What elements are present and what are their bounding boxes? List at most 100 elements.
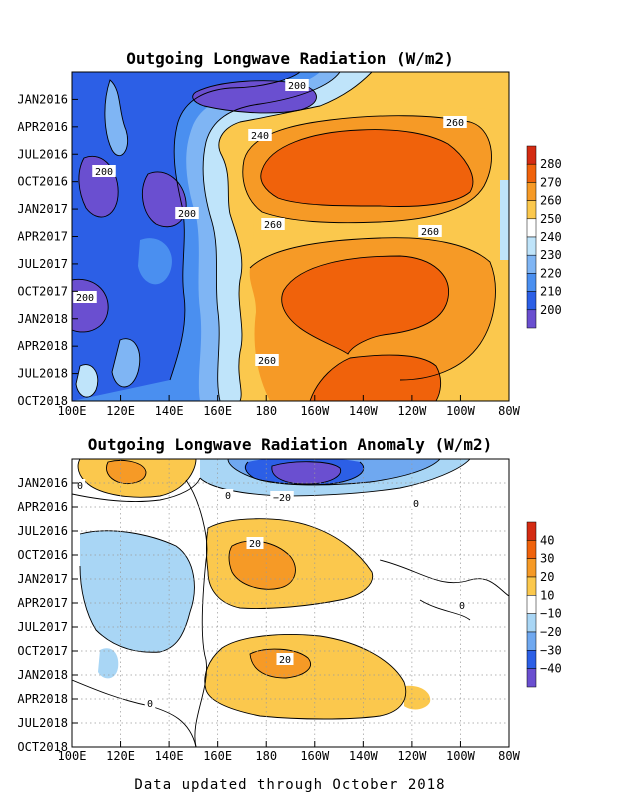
bottom-axis-ticks: 100E 120E 140E 160E 180 160W 140W 120W 100W 80W JA… [17,476,520,763]
colorbar-swatch [526,613,537,633]
colorbar-label: 200 [540,303,562,317]
contour-label: 20 [249,539,261,550]
contour-label-bg [175,207,199,219]
x-tick-label: 120E [106,749,135,763]
colorbar-label: 270 [540,175,562,189]
contour-label: 0 [147,699,153,710]
colorbar-swatch [526,273,537,292]
data-updated-footer: Data updated through October 2018 [134,777,445,793]
x-tick-label: 180 [255,404,277,418]
y-tick-label: OCT2017 [17,644,68,658]
contour-label-bg [222,489,234,501]
colorbar-swatch [526,521,537,541]
y-tick-label: JUL2018 [17,367,68,381]
top-contour-labels: 200 240 260 200 200 260 260 200 260 [73,79,467,367]
colorbar-label: 40 [540,533,554,547]
contour-label-bg [443,116,467,128]
bottom-colorbar: 40 30 20 10 −10 −20 −30 −40 [526,521,562,688]
y-tick-label: JAN2018 [17,668,68,682]
y-tick-label: OCT2016 [17,175,68,189]
colorbar-swatch [526,309,537,329]
contour-label: 200 [288,81,306,92]
contour-label: 260 [258,356,276,367]
x-tick-label: 120W [397,404,427,418]
colorbar-label: −30 [540,643,562,657]
y-tick-label: APR2016 [17,120,68,134]
contour-label-bg [73,291,97,303]
colorbar-label: −40 [540,662,562,676]
contour-label-bg [276,653,294,665]
colorbar-label: 10 [540,588,554,602]
colorbar-swatch [526,236,537,256]
colorbar-swatch [526,182,537,201]
contour-label: 200 [95,167,113,178]
top-colorbar: 280 270 260 250 240 230 220 210 200 [526,145,562,329]
contour-label-bg [410,497,422,509]
colorbar-label: 20 [540,570,554,584]
contour-label: 0 [77,481,83,492]
x-tick-label: 100E [58,404,87,418]
colorbar-swatch [526,540,537,559]
colorbar-swatch [526,631,537,651]
y-tick-label: APR2018 [17,692,68,706]
colorbar-swatch [526,558,537,578]
y-tick-label: APR2017 [17,230,68,244]
x-tick-label: 160W [300,404,330,418]
x-tick-label: 140E [155,404,184,418]
contour-label-bg [456,599,468,611]
y-tick-label: JAN2016 [17,476,68,490]
y-tick-label: JUL2018 [17,716,68,730]
x-tick-label: 160E [203,749,232,763]
contour-label-bg [285,79,309,91]
contour-label-bg [418,225,442,237]
y-tick-label: JUL2017 [17,620,68,634]
y-tick-label: JUL2017 [17,257,68,271]
contour-label-bg [92,165,116,177]
y-tick-label: APR2016 [17,500,68,514]
x-tick-label: 100E [58,749,87,763]
x-tick-label: 140W [349,749,379,763]
bottom-chart-title: Outgoing Longwave Radiation Anomaly (W/m… [88,435,493,454]
colorbar-label: −20 [540,625,562,639]
contour-label-bg [74,479,86,491]
colorbar-swatch [526,145,537,165]
contour-label: 240 [251,131,269,142]
colorbar-swatch [526,650,537,669]
colorbar-label: 210 [540,285,562,299]
colorbar-swatch [526,668,537,688]
y-tick-label: JAN2016 [17,92,68,106]
contour-label-bg [246,537,264,549]
contour-label: 260 [421,227,439,238]
y-tick-label: APR2018 [17,339,68,353]
colorbar-swatch [526,576,537,596]
y-tick-label: OCT2018 [17,394,68,408]
contour-label: 260 [446,118,464,129]
y-tick-label: APR2017 [17,596,68,610]
colorbar-swatch [526,218,537,238]
top-chart-title: Outgoing Longwave Radiation (W/m2) [126,49,454,68]
contour-label: 200 [76,293,94,304]
y-tick-label: OCT2017 [17,284,68,298]
colorbar-label: 220 [540,266,562,280]
x-tick-label: 160W [300,749,330,763]
contour-label: 0 [459,601,465,612]
y-tick-label: JUL2016 [17,147,68,161]
colorbar-swatch [526,254,537,274]
colorbar-label: 260 [540,194,562,208]
colorbar-label: −10 [540,607,562,621]
colorbar-label: 230 [540,248,562,262]
contour-label: 260 [264,220,282,231]
colorbar-swatch [526,200,537,220]
contour-label: 0 [225,491,231,502]
contour-label-bg [270,491,294,503]
x-tick-label: 120W [397,749,427,763]
contour-label: 0 [413,499,419,510]
contour-label: −20 [273,493,291,504]
top-contour-field [72,72,509,401]
x-tick-label: 100W [446,404,476,418]
colorbar-label: 30 [540,552,554,566]
contour-label-bg [255,354,279,366]
contour-label: 200 [178,209,196,220]
y-tick-label: OCT2016 [17,548,68,562]
